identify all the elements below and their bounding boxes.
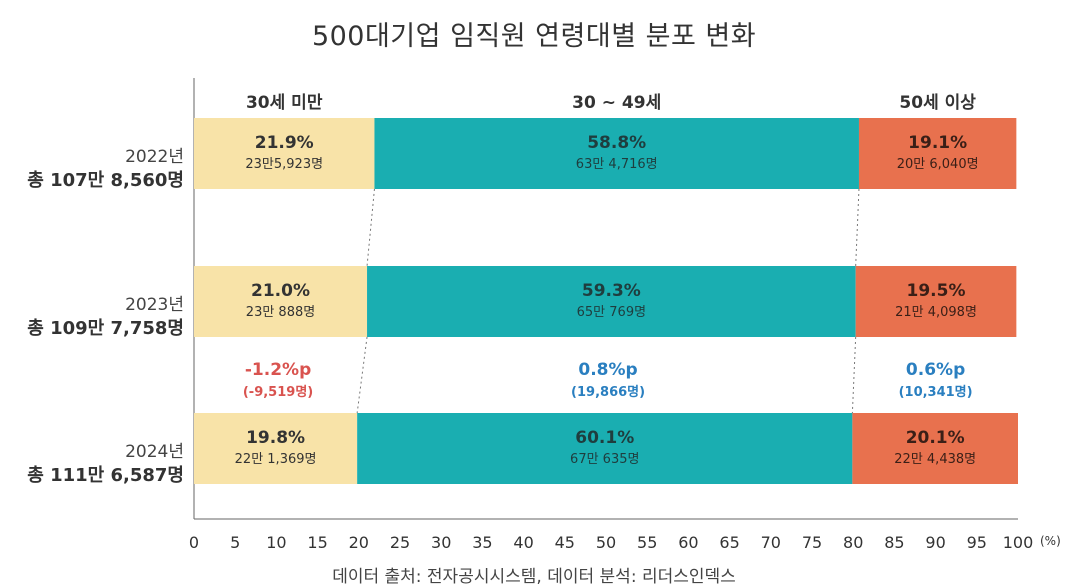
bar-count-label: 20만 6,040명 xyxy=(897,157,979,172)
change-count-label: (10,341명) xyxy=(899,384,973,400)
x-tick-label: 85 xyxy=(884,533,904,552)
x-axis-unit: (%) xyxy=(1040,534,1061,548)
bar-percent-label: 60.1% xyxy=(575,428,634,448)
x-tick-label: 35 xyxy=(472,533,492,552)
bar-segment-30to49 xyxy=(357,413,853,484)
x-tick-label: 65 xyxy=(719,533,739,552)
bar-percent-label: 19.8% xyxy=(246,428,305,448)
bar-segment-under30 xyxy=(194,118,375,189)
row-total-label: 총 109만 7,758명 xyxy=(27,318,184,339)
change-value-label: -1.2%p xyxy=(245,360,311,380)
change-value-label: 0.6%p xyxy=(906,360,965,380)
bar-count-label: 22만 1,369명 xyxy=(235,452,317,467)
connector-line xyxy=(366,188,375,267)
bar-count-label: 23만5,923명 xyxy=(245,157,323,172)
x-tick-label: 0 xyxy=(189,533,199,552)
x-tick-label: 15 xyxy=(307,533,327,552)
connector-line xyxy=(851,336,857,414)
x-tick-label: 40 xyxy=(513,533,533,552)
x-tick-label: 45 xyxy=(555,533,575,552)
x-tick-label: 25 xyxy=(390,533,410,552)
bar-segment-over50 xyxy=(855,266,1017,337)
x-tick-label: 10 xyxy=(266,533,286,552)
x-tick-label: 60 xyxy=(678,533,698,552)
x-tick-label: 95 xyxy=(967,533,987,552)
bar-count-label: 23만 888명 xyxy=(246,305,315,320)
row-total-label: 총 107만 8,560명 xyxy=(27,170,184,191)
row-total-label: 총 111만 6,587명 xyxy=(27,465,184,486)
bar-segment-over50 xyxy=(852,413,1018,484)
bar-percent-label: 19.5% xyxy=(907,281,966,301)
bar-percent-label: 19.1% xyxy=(908,133,967,153)
change-count-label: (-9,519명) xyxy=(243,384,313,400)
x-tick-label: 80 xyxy=(843,533,863,552)
connector-line xyxy=(855,188,860,267)
row-year-label: 2023년 xyxy=(125,295,184,315)
x-tick-label: 55 xyxy=(637,533,657,552)
bar-segment-30to49 xyxy=(374,118,859,189)
x-tick-label: 90 xyxy=(925,533,945,552)
bar-percent-label: 21.9% xyxy=(255,133,314,153)
category-header: 30 ~ 49세 xyxy=(572,93,662,113)
chart-title: 500대기업 임직원 연령대별 분포 변화 xyxy=(311,21,757,52)
bar-segment-30to49 xyxy=(367,266,856,337)
x-tick-label: 100 xyxy=(1003,533,1034,552)
bar-count-label: 63만 4,716명 xyxy=(576,157,658,172)
bar-percent-label: 21.0% xyxy=(251,281,310,301)
row-year-label: 2024년 xyxy=(125,442,184,462)
bar-percent-label: 20.1% xyxy=(906,428,965,448)
bar-percent-label: 58.8% xyxy=(587,133,646,153)
x-tick-label: 20 xyxy=(349,533,369,552)
connector-line xyxy=(356,336,368,414)
bar-count-label: 21만 4,098명 xyxy=(895,305,977,320)
category-header: 30세 미만 xyxy=(245,93,323,113)
x-tick-label: 50 xyxy=(596,533,616,552)
stacked-bar-chart: 0 5 10 15 20 25 30 35 40 45 50 55 60 65 70 75 80 85 90 95 10… xyxy=(189,78,1034,552)
bar-percent-label: 59.3% xyxy=(582,281,641,301)
x-tick-label: 5 xyxy=(230,533,240,552)
bar-count-label: 65만 769명 xyxy=(577,305,646,320)
bar-segment-under30 xyxy=(194,413,358,484)
bar-count-label: 22만 4,438명 xyxy=(894,452,976,467)
change-count-label: (19,866명) xyxy=(571,384,645,400)
bar-segment-over50 xyxy=(858,118,1017,189)
bar-count-label: 67만 635명 xyxy=(570,452,639,467)
x-tick-label: 75 xyxy=(802,533,822,552)
x-tick-label: 70 xyxy=(761,533,781,552)
bar-segment-under30 xyxy=(194,266,368,337)
x-tick-label: 30 xyxy=(431,533,451,552)
source-note: 데이터 출처: 전자공시시스템, 데이터 분석: 리더스인덱스 xyxy=(332,567,736,587)
change-value-label: 0.8%p xyxy=(578,360,637,380)
category-header: 50세 이상 xyxy=(899,93,976,113)
row-year-label: 2022년 xyxy=(125,147,184,167)
